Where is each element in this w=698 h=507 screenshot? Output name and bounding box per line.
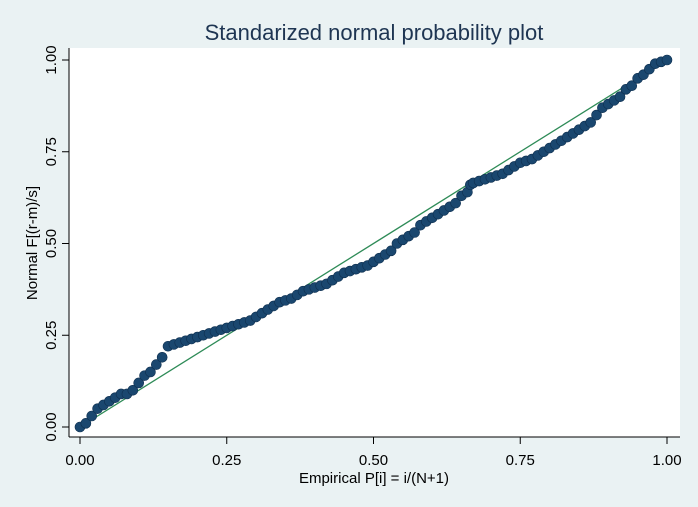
- data-point: [80, 418, 92, 429]
- x-tick-label: 0.00: [65, 452, 94, 469]
- y-tick-label: 0.75: [43, 137, 60, 166]
- data-point: [127, 384, 139, 396]
- data-point: [145, 366, 156, 378]
- data-point: [450, 197, 461, 209]
- data-point: [591, 109, 602, 121]
- y-tick-label: 0.25: [43, 321, 60, 350]
- data-point: [585, 117, 596, 128]
- x-tick-label: 0.25: [212, 452, 241, 469]
- data-points: [74, 54, 673, 433]
- y-axis-label: Normal F[(r-m)/s]: [24, 186, 41, 300]
- x-tick-label: 0.75: [506, 452, 535, 469]
- x-axis-label: Empirical P[i] = i/(N+1): [299, 470, 449, 487]
- chart-title: Standarized normal probability plot: [205, 20, 544, 45]
- data-point: [385, 245, 397, 257]
- data-point: [156, 351, 168, 363]
- x-tick-label: 1.00: [652, 452, 681, 469]
- x-tick-label: 0.50: [359, 452, 388, 469]
- data-point: [86, 410, 98, 422]
- data-point: [409, 227, 420, 238]
- data-point: [626, 80, 638, 91]
- data-point: [151, 359, 162, 370]
- data-point: [614, 91, 626, 102]
- y-tick-label: 1.00: [43, 45, 60, 74]
- data-point: [661, 54, 673, 66]
- axis-ticks: 0.00 0.25 0.50 0.75 1.00 0.00 0.25 0.50 0.75 1.00: [43, 45, 682, 469]
- y-tick-label: 0.50: [43, 229, 60, 258]
- y-tick-label: 0.00: [43, 412, 60, 441]
- data-point: [133, 377, 144, 389]
- reference-line: [79, 59, 668, 428]
